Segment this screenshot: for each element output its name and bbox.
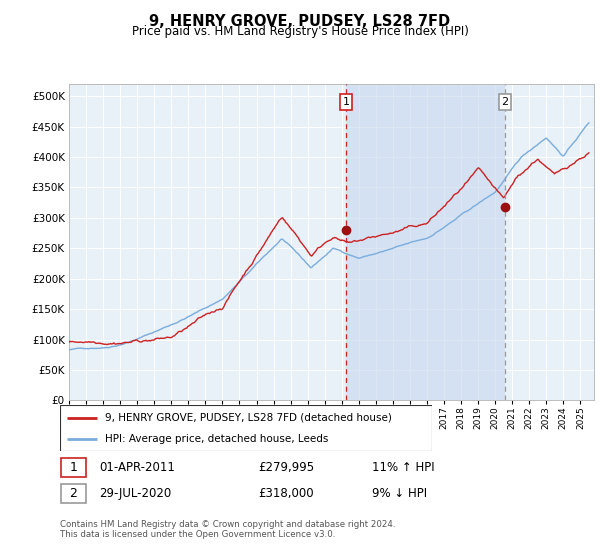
Text: 1: 1 bbox=[70, 461, 77, 474]
Text: Contains HM Land Registry data © Crown copyright and database right 2024.
This d: Contains HM Land Registry data © Crown c… bbox=[60, 520, 395, 539]
Text: 9, HENRY GROVE, PUDSEY, LS28 7FD: 9, HENRY GROVE, PUDSEY, LS28 7FD bbox=[149, 14, 451, 29]
Text: 2: 2 bbox=[70, 487, 77, 501]
Text: HPI: Average price, detached house, Leeds: HPI: Average price, detached house, Leed… bbox=[104, 435, 328, 444]
Text: Price paid vs. HM Land Registry's House Price Index (HPI): Price paid vs. HM Land Registry's House … bbox=[131, 25, 469, 38]
Bar bbox=[346, 84, 505, 400]
Text: 2: 2 bbox=[501, 97, 508, 108]
Text: 11% ↑ HPI: 11% ↑ HPI bbox=[372, 461, 434, 474]
Text: 9% ↓ HPI: 9% ↓ HPI bbox=[372, 487, 427, 501]
Text: 01-APR-2011: 01-APR-2011 bbox=[99, 461, 175, 474]
Text: 1: 1 bbox=[343, 97, 349, 108]
Text: £318,000: £318,000 bbox=[258, 487, 314, 501]
FancyBboxPatch shape bbox=[61, 458, 86, 477]
FancyBboxPatch shape bbox=[60, 405, 432, 451]
FancyBboxPatch shape bbox=[61, 484, 86, 503]
Text: 29-JUL-2020: 29-JUL-2020 bbox=[99, 487, 171, 501]
Text: 9, HENRY GROVE, PUDSEY, LS28 7FD (detached house): 9, HENRY GROVE, PUDSEY, LS28 7FD (detach… bbox=[104, 413, 392, 423]
Text: £279,995: £279,995 bbox=[258, 461, 314, 474]
